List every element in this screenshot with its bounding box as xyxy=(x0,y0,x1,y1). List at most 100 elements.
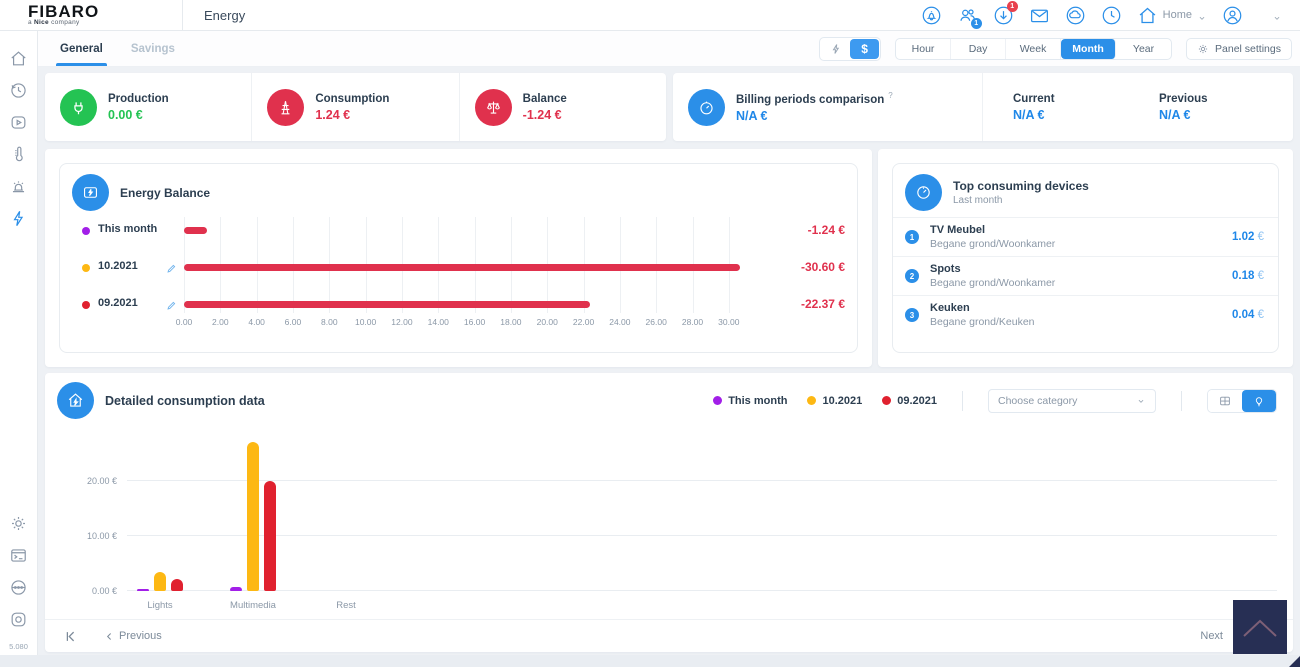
eb-axis-tick: 22.00 xyxy=(572,317,595,327)
dc-bar xyxy=(154,571,166,591)
update-download-icon[interactable]: 1 xyxy=(993,0,1018,26)
clock-icon[interactable] xyxy=(1101,5,1122,26)
billing-current: Current N/A € xyxy=(983,93,1129,122)
consumption-value: 1.24 € xyxy=(315,107,351,122)
sidebar-system-icon[interactable] xyxy=(9,610,28,629)
dc-gridline xyxy=(127,534,1277,536)
consumption-icon xyxy=(267,88,305,126)
detailed-consumption-card: Detailed consumption data This month 10.2… xyxy=(45,373,1293,652)
eb-legend-dot xyxy=(82,264,90,272)
dc-bar xyxy=(247,442,259,591)
consumption-stat: Consumption 1.24 € xyxy=(252,73,460,141)
sidebar-alarm-icon[interactable] xyxy=(9,177,28,196)
eb-axis-tick: 20.00 xyxy=(536,317,558,327)
eb-axis-tick: 26.00 xyxy=(645,317,667,327)
device-list-item: 1 TV Meubel Begane grond/Woonkamer 1.02 € xyxy=(893,217,1278,256)
sidebar-climate-icon[interactable] xyxy=(9,145,28,164)
top-devices-card: Top consuming devices Last month 1 TV Meu… xyxy=(878,149,1293,367)
sidebar-energy-icon[interactable] xyxy=(9,209,28,228)
previous-button[interactable]: Previous xyxy=(104,630,162,642)
category-select[interactable]: Choose category xyxy=(988,388,1156,413)
energy-balance-title: Energy Balance xyxy=(120,185,211,200)
production-value: 0.00 € xyxy=(108,107,143,122)
next-button[interactable]: Next xyxy=(1200,630,1223,642)
dc-bar xyxy=(171,578,183,591)
sidebar-home-icon[interactable] xyxy=(9,49,28,68)
eb-legend-dot xyxy=(82,301,90,309)
period-button-week[interactable]: Week xyxy=(1006,38,1062,59)
help-hint[interactable]: ? xyxy=(888,91,893,101)
edit-pencil-icon[interactable] xyxy=(166,261,177,273)
billing-previous: Previous N/A € xyxy=(1129,93,1275,122)
eb-legend-dot xyxy=(82,227,90,235)
strip-controls: $ Hour Day Week Month Year Panel settings xyxy=(819,36,1300,61)
grid-view-button[interactable] xyxy=(1208,389,1242,412)
period-button-year[interactable]: Year xyxy=(1132,42,1155,55)
dc-bar xyxy=(230,586,242,591)
bulb-icon xyxy=(1255,396,1263,406)
currency-unit-button[interactable]: $ xyxy=(850,38,880,59)
legend-label: This month xyxy=(728,394,788,407)
sidebar-console-icon[interactable] xyxy=(9,546,28,565)
eb-axis-tick: 0.00 xyxy=(175,317,193,327)
panel-settings-label: Panel settings xyxy=(1215,42,1281,55)
sidebar-network-icon[interactable] xyxy=(9,578,28,597)
bulb-view-button[interactable] xyxy=(1242,389,1276,412)
tab-savings[interactable]: Savings xyxy=(130,42,175,55)
eb-axis-tick: 12.00 xyxy=(391,317,413,327)
sidebar-history-icon[interactable] xyxy=(9,81,28,100)
device-name: Spots xyxy=(930,263,961,275)
balance-stat: Balance -1.24 € xyxy=(460,73,666,141)
previous-value: N/A € xyxy=(1159,107,1191,122)
device-name: TV Meubel xyxy=(930,224,986,236)
billing-main: Billing periods comparison? N/A € xyxy=(673,73,983,141)
current-label: Current xyxy=(1013,92,1055,105)
device-currency: € xyxy=(1257,231,1264,243)
device-name: Keuken xyxy=(930,302,970,314)
device-value: 1.02 € xyxy=(1232,231,1264,243)
cloud-icon[interactable] xyxy=(1065,5,1086,26)
device-list-item: 2 Spots Begane grond/Woonkamer 0.18 € xyxy=(893,256,1278,295)
users-icon[interactable]: 1 xyxy=(957,5,982,29)
edit-pencil-icon[interactable] xyxy=(166,298,177,310)
mail-icon[interactable] xyxy=(1029,5,1050,26)
billing-label: Billing periods comparison? xyxy=(736,91,893,106)
legend-item: 09.2021 xyxy=(882,395,937,407)
profile-icon[interactable] xyxy=(1222,5,1243,26)
sidebar-settings-icon[interactable] xyxy=(9,514,28,533)
energy-balance-icon xyxy=(72,174,109,211)
skip-to-start-icon[interactable] xyxy=(63,629,78,644)
period-button-month[interactable]: Month xyxy=(1061,38,1117,59)
period-segmented-control: Hour Day Week Month Year xyxy=(895,37,1173,60)
device-location: Begane grond/Woonkamer xyxy=(930,238,1056,250)
sidebar-scenes-icon[interactable] xyxy=(9,113,28,132)
period-button-hour[interactable]: Hour xyxy=(896,38,952,59)
home-label: Home xyxy=(1162,9,1192,21)
period-button-day[interactable]: Day xyxy=(951,38,1007,59)
dc-axis-ylabel: 20.00 € xyxy=(86,475,117,486)
panel-settings-button[interactable]: Panel settings xyxy=(1186,37,1292,60)
tab-general[interactable]: General xyxy=(56,31,107,66)
eb-axis-tick: 16.00 xyxy=(463,317,486,327)
production-icon xyxy=(60,88,97,126)
production-label: Production xyxy=(108,92,169,105)
eb-bar xyxy=(184,227,207,234)
eb-bar xyxy=(184,301,591,308)
home-selector[interactable]: Home xyxy=(1137,5,1207,26)
device-cost: 0.04 xyxy=(1232,309,1255,321)
eb-axis-tick: 24.00 xyxy=(609,317,631,327)
chart-legend: This month 10.2021 09.2021 xyxy=(713,395,937,407)
device-currency: € xyxy=(1257,309,1264,321)
billing-comparison-card: Billing periods comparison? N/A € Curren… xyxy=(673,73,1293,141)
tab-strip: General Savings $ Hour Day Week Month Year P… xyxy=(38,31,1300,67)
energy-unit-button[interactable] xyxy=(821,39,850,59)
chart-pagination: Previous Next xyxy=(45,619,1293,652)
footer-strip xyxy=(0,655,1300,667)
device-cost: 1.02 xyxy=(1232,231,1255,243)
alarm-icon[interactable] xyxy=(921,5,942,26)
logo-subtitle: a Nice company xyxy=(28,19,80,26)
device-currency: € xyxy=(1257,270,1264,282)
eb-axis-tick: 8.00 xyxy=(321,317,338,327)
menu-chevron-down-icon[interactable] xyxy=(1272,10,1282,20)
eb-axis-tick: 14.00 xyxy=(427,317,449,327)
